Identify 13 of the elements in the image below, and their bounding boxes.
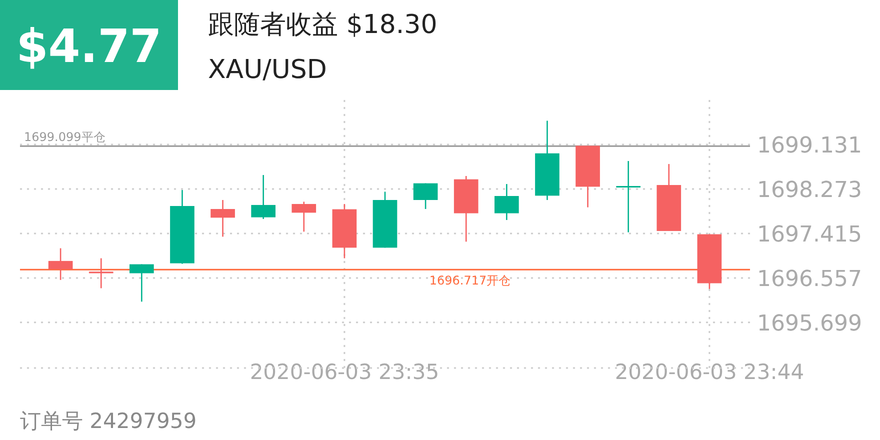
chart-title: 跟随者收益 $18.30 — [208, 10, 438, 40]
x-tick-label: 2020-06-03 23:35 — [250, 360, 440, 384]
y-tick-label: 1695.699 — [757, 311, 862, 336]
y-tick-label: 1699.131 — [757, 134, 862, 159]
y-tick-label: 1698.273 — [757, 178, 862, 204]
y-tick-label: 1697.415 — [757, 222, 862, 248]
text: $4.77 — [16, 19, 162, 73]
ref-line-label: 1696.717开仓 — [429, 274, 511, 288]
y-tick-label: 1696.557 — [757, 266, 862, 292]
ref-line-label: 1699.099平仓 — [24, 130, 106, 144]
chart-subtitle: XAU/USD — [208, 55, 327, 85]
x-tick-label: 2020-06-03 23:44 — [614, 360, 804, 384]
text: 订单号 24297959 — [20, 409, 197, 433]
